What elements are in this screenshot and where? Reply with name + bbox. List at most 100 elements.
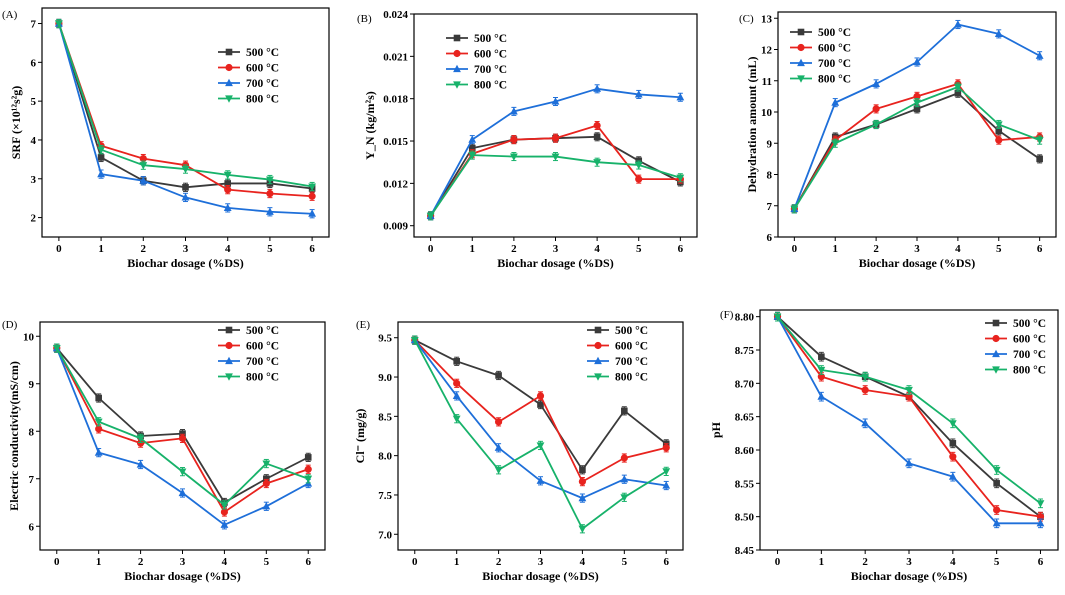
y-tick-label: 7.5 xyxy=(378,490,392,502)
legend-label: 500 °C xyxy=(615,325,648,337)
y-tick-label: 7 xyxy=(29,474,35,486)
legend-marker xyxy=(225,341,233,350)
legend-label: 800 °C xyxy=(818,74,851,86)
y-tick-label: 8.55 xyxy=(735,478,755,490)
data-point xyxy=(620,454,628,462)
legend: 500 °C 600 °C 700 °C 800 °C xyxy=(218,325,279,384)
legend-label: 600 °C xyxy=(246,63,279,75)
x-axis-label: Biochar dosage (%DS) xyxy=(482,569,598,583)
legend-marker xyxy=(797,75,805,83)
legend-label: 700 °C xyxy=(615,356,648,368)
y-tick-label: 0.012 xyxy=(383,178,408,190)
legend-marker xyxy=(797,58,805,67)
y-tick-label: 7 xyxy=(767,201,773,213)
data-point xyxy=(220,508,229,516)
y-tick-label: 8.60 xyxy=(735,445,755,457)
data-point xyxy=(635,175,643,183)
data-point xyxy=(494,418,503,426)
data-point xyxy=(994,29,1003,37)
data-point xyxy=(992,466,1001,475)
x-tick-label: 6 xyxy=(309,243,315,255)
data-point xyxy=(1036,513,1045,521)
x-tick-label: 3 xyxy=(183,243,189,255)
data-point xyxy=(178,468,187,476)
x-tick-label: 5 xyxy=(996,243,1002,255)
x-tick-label: 6 xyxy=(305,556,311,568)
legend-label: 800 °C xyxy=(474,80,507,92)
x-axis-label: Biochar dosage (%DS) xyxy=(497,256,613,270)
y-tick-label: 8.0 xyxy=(378,451,392,463)
y-tick-label: 0.015 xyxy=(383,136,408,148)
panel-f: 0 1 2 3 4 5 6 8.45 8.50 8.55 8.60 8.65 8.70 8.75 8.80 B… xyxy=(709,309,1059,583)
x-tick-label: 1 xyxy=(454,556,460,568)
legend: 500 °C 600 °C 700 °C 800 °C xyxy=(790,27,851,86)
data-point xyxy=(948,472,957,480)
panel-d: 0 1 2 3 4 5 6 6 7 8 9 10 Biochar dosage (%DS) Electri… xyxy=(2,319,326,583)
y-axis-label: Dehydration amount (mL) xyxy=(745,56,759,192)
legend-marker xyxy=(453,64,461,73)
legend-marker xyxy=(992,319,1000,327)
legend-marker xyxy=(225,48,233,56)
data-point xyxy=(831,140,840,148)
y-tick-label: 4 xyxy=(31,135,37,147)
legend-label: 700 °C xyxy=(818,58,851,70)
legend-label: 700 °C xyxy=(246,78,279,90)
panel-label: (C) xyxy=(739,13,754,25)
data-point xyxy=(139,154,147,163)
legend-label: 800 °C xyxy=(246,372,279,384)
data-point xyxy=(872,105,880,113)
x-tick-label: 5 xyxy=(994,556,1000,568)
data-point xyxy=(593,84,602,92)
panel-label: (F) xyxy=(720,309,734,321)
x-tick-label: 0 xyxy=(412,556,418,568)
legend-marker xyxy=(453,34,461,42)
data-point xyxy=(95,425,103,433)
data-point xyxy=(94,418,103,427)
data-point xyxy=(1036,500,1045,508)
y-tick-label: 10 xyxy=(23,331,35,343)
data-point xyxy=(266,207,274,215)
x-tick-label: 2 xyxy=(862,556,868,568)
x-axis-label: Biochar dosage (%DS) xyxy=(124,569,240,583)
data-point xyxy=(224,186,232,194)
y-axis-label: Y_N (kg/m²s) xyxy=(363,91,377,160)
data-point xyxy=(954,89,962,97)
data-point xyxy=(994,121,1003,129)
data-point xyxy=(948,420,957,428)
data-point xyxy=(266,176,274,184)
legend-label: 500 °C xyxy=(818,27,851,39)
legend-marker xyxy=(797,43,805,52)
data-point xyxy=(634,161,643,170)
data-point xyxy=(676,174,685,183)
data-point xyxy=(453,379,461,387)
plot-frame xyxy=(759,309,1059,551)
x-tick-label: 4 xyxy=(950,556,956,568)
data-point xyxy=(224,180,232,187)
data-point xyxy=(861,386,869,394)
x-tick-label: 5 xyxy=(264,556,270,568)
series-line xyxy=(413,339,667,530)
y-tick-label: 9 xyxy=(29,379,35,391)
legend-label: 600 °C xyxy=(246,341,279,353)
legend-label: 500 °C xyxy=(246,47,279,59)
y-axis-label: pH xyxy=(709,421,723,438)
series-700c xyxy=(426,84,685,221)
data-point xyxy=(662,444,670,452)
legend-marker xyxy=(992,334,1000,343)
data-point xyxy=(308,209,317,217)
data-point xyxy=(136,439,145,447)
data-point xyxy=(578,493,587,502)
series-500c xyxy=(427,132,684,221)
data-point xyxy=(139,162,148,170)
data-point xyxy=(220,501,229,510)
y-tick-label: 12 xyxy=(761,45,773,57)
data-point xyxy=(495,372,502,379)
y-tick-label: 2 xyxy=(31,213,37,225)
data-point xyxy=(995,127,1003,135)
y-tick-label: 3 xyxy=(31,174,37,186)
data-point xyxy=(551,97,560,105)
data-point xyxy=(136,460,145,468)
panel-a: 0 1 2 3 4 5 6 2 3 4 5 6 7 Biochar dosage (%DS) SRF (×1… xyxy=(2,7,330,270)
x-tick-label: 2 xyxy=(138,556,144,568)
x-tick-label: 1 xyxy=(96,556,102,568)
